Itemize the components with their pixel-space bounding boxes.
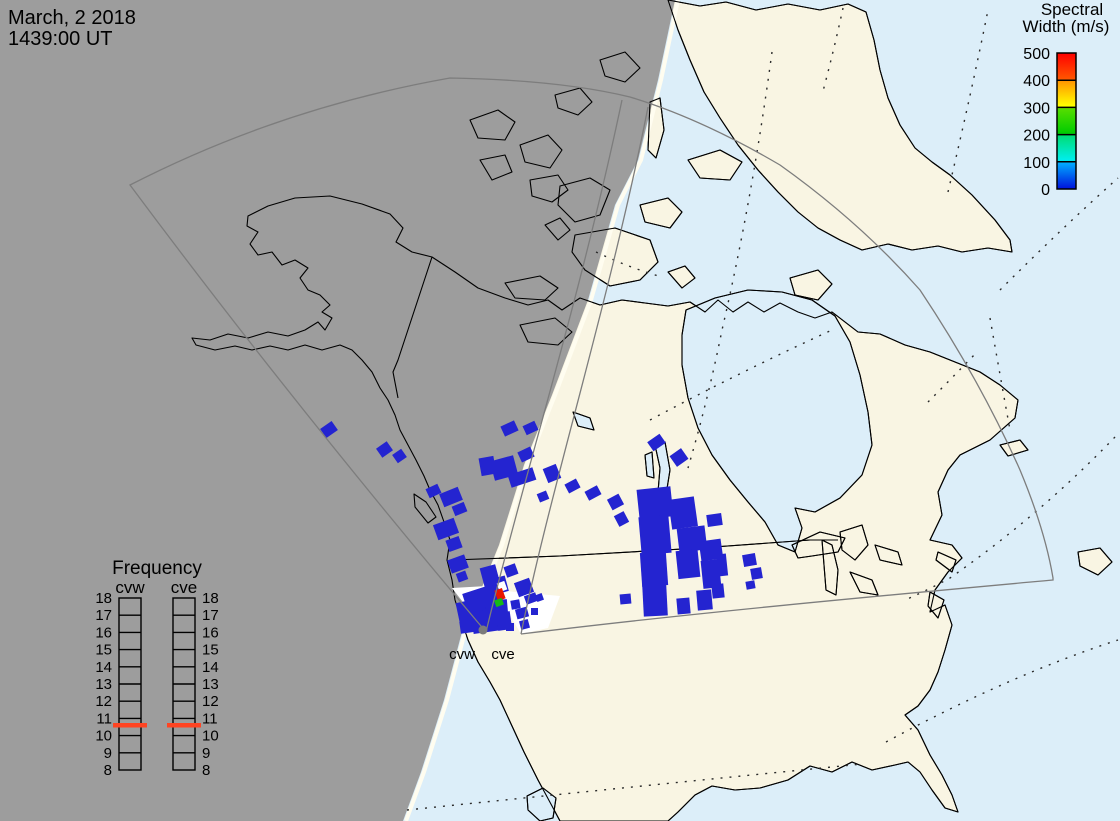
- frequency-tick: 15: [202, 642, 219, 659]
- frequency-tick: 8: [104, 762, 112, 779]
- data-cell: [637, 486, 674, 519]
- data-cell: [750, 567, 763, 580]
- frequency-tick: 14: [95, 659, 112, 676]
- frequency-column-cve: cve: [171, 578, 197, 597]
- frequency-tick: 13: [95, 676, 112, 693]
- frequency-tick: 13: [202, 676, 219, 693]
- data-cell: [638, 515, 671, 555]
- data-cell: [742, 553, 757, 567]
- frequency-column-cvw: cvw: [115, 578, 145, 597]
- frequency-tick: 18: [95, 590, 112, 607]
- data-cell: [706, 513, 723, 527]
- frequency-tick: 10: [95, 728, 112, 745]
- frequency-tick: 17: [95, 607, 112, 624]
- data-cell: [642, 583, 668, 616]
- frequency-tick: 18: [202, 590, 219, 607]
- site-label-cve: cve: [491, 646, 514, 663]
- data-cell: [711, 583, 724, 598]
- superdarn-map-figure: cvw cve March, 2 2018 1439:00 UT Spectra…: [0, 0, 1120, 821]
- frequency-tick: 8: [202, 762, 210, 779]
- data-cell: [620, 594, 632, 605]
- colorbar-tick: 300: [1023, 100, 1050, 117]
- colorbar-tick: 100: [1023, 155, 1050, 172]
- radar-site-dot: [479, 626, 488, 635]
- frequency-tick: 15: [95, 642, 112, 659]
- frequency-tick: 12: [95, 693, 112, 710]
- frequency-tick: 11: [96, 710, 112, 727]
- frequency-tick: 9: [104, 745, 112, 762]
- data-cell: [696, 589, 713, 610]
- colorbar-tick: 400: [1023, 73, 1050, 90]
- map-canvas: cvw cve March, 2 2018 1439:00 UT Spectra…: [0, 0, 1120, 821]
- data-cell: [676, 549, 701, 579]
- data-cell: [506, 623, 514, 631]
- colorbar-title-line2: Width (m/s): [1023, 17, 1110, 36]
- data-cell: [510, 599, 520, 609]
- frequency-tick: 14: [202, 659, 219, 676]
- frequency-tick: 11: [202, 710, 218, 727]
- site-label-cvw: cvw: [449, 646, 475, 663]
- frequency-tick: 16: [95, 624, 112, 641]
- data-cell: [640, 551, 668, 587]
- data-cell: [745, 580, 755, 589]
- colorbar-tick: 0: [1041, 182, 1050, 199]
- data-cell: [531, 608, 538, 615]
- data-cell: [668, 496, 698, 529]
- frequency-tick: 9: [202, 745, 210, 762]
- frequency-tick: 16: [202, 624, 219, 641]
- frequency-legend-title: Frequency: [112, 558, 202, 579]
- frequency-tick: 12: [202, 693, 219, 710]
- data-cell: [676, 597, 690, 614]
- colorbar-tick: 200: [1023, 128, 1050, 145]
- colorbar-tick: 500: [1023, 46, 1050, 63]
- colorbar-gradient: [1057, 53, 1076, 189]
- date-label: March, 2 2018: [8, 7, 136, 29]
- frequency-tick: 10: [202, 728, 219, 745]
- frequency-tick: 17: [202, 607, 219, 624]
- time-label: 1439:00 UT: [8, 28, 113, 50]
